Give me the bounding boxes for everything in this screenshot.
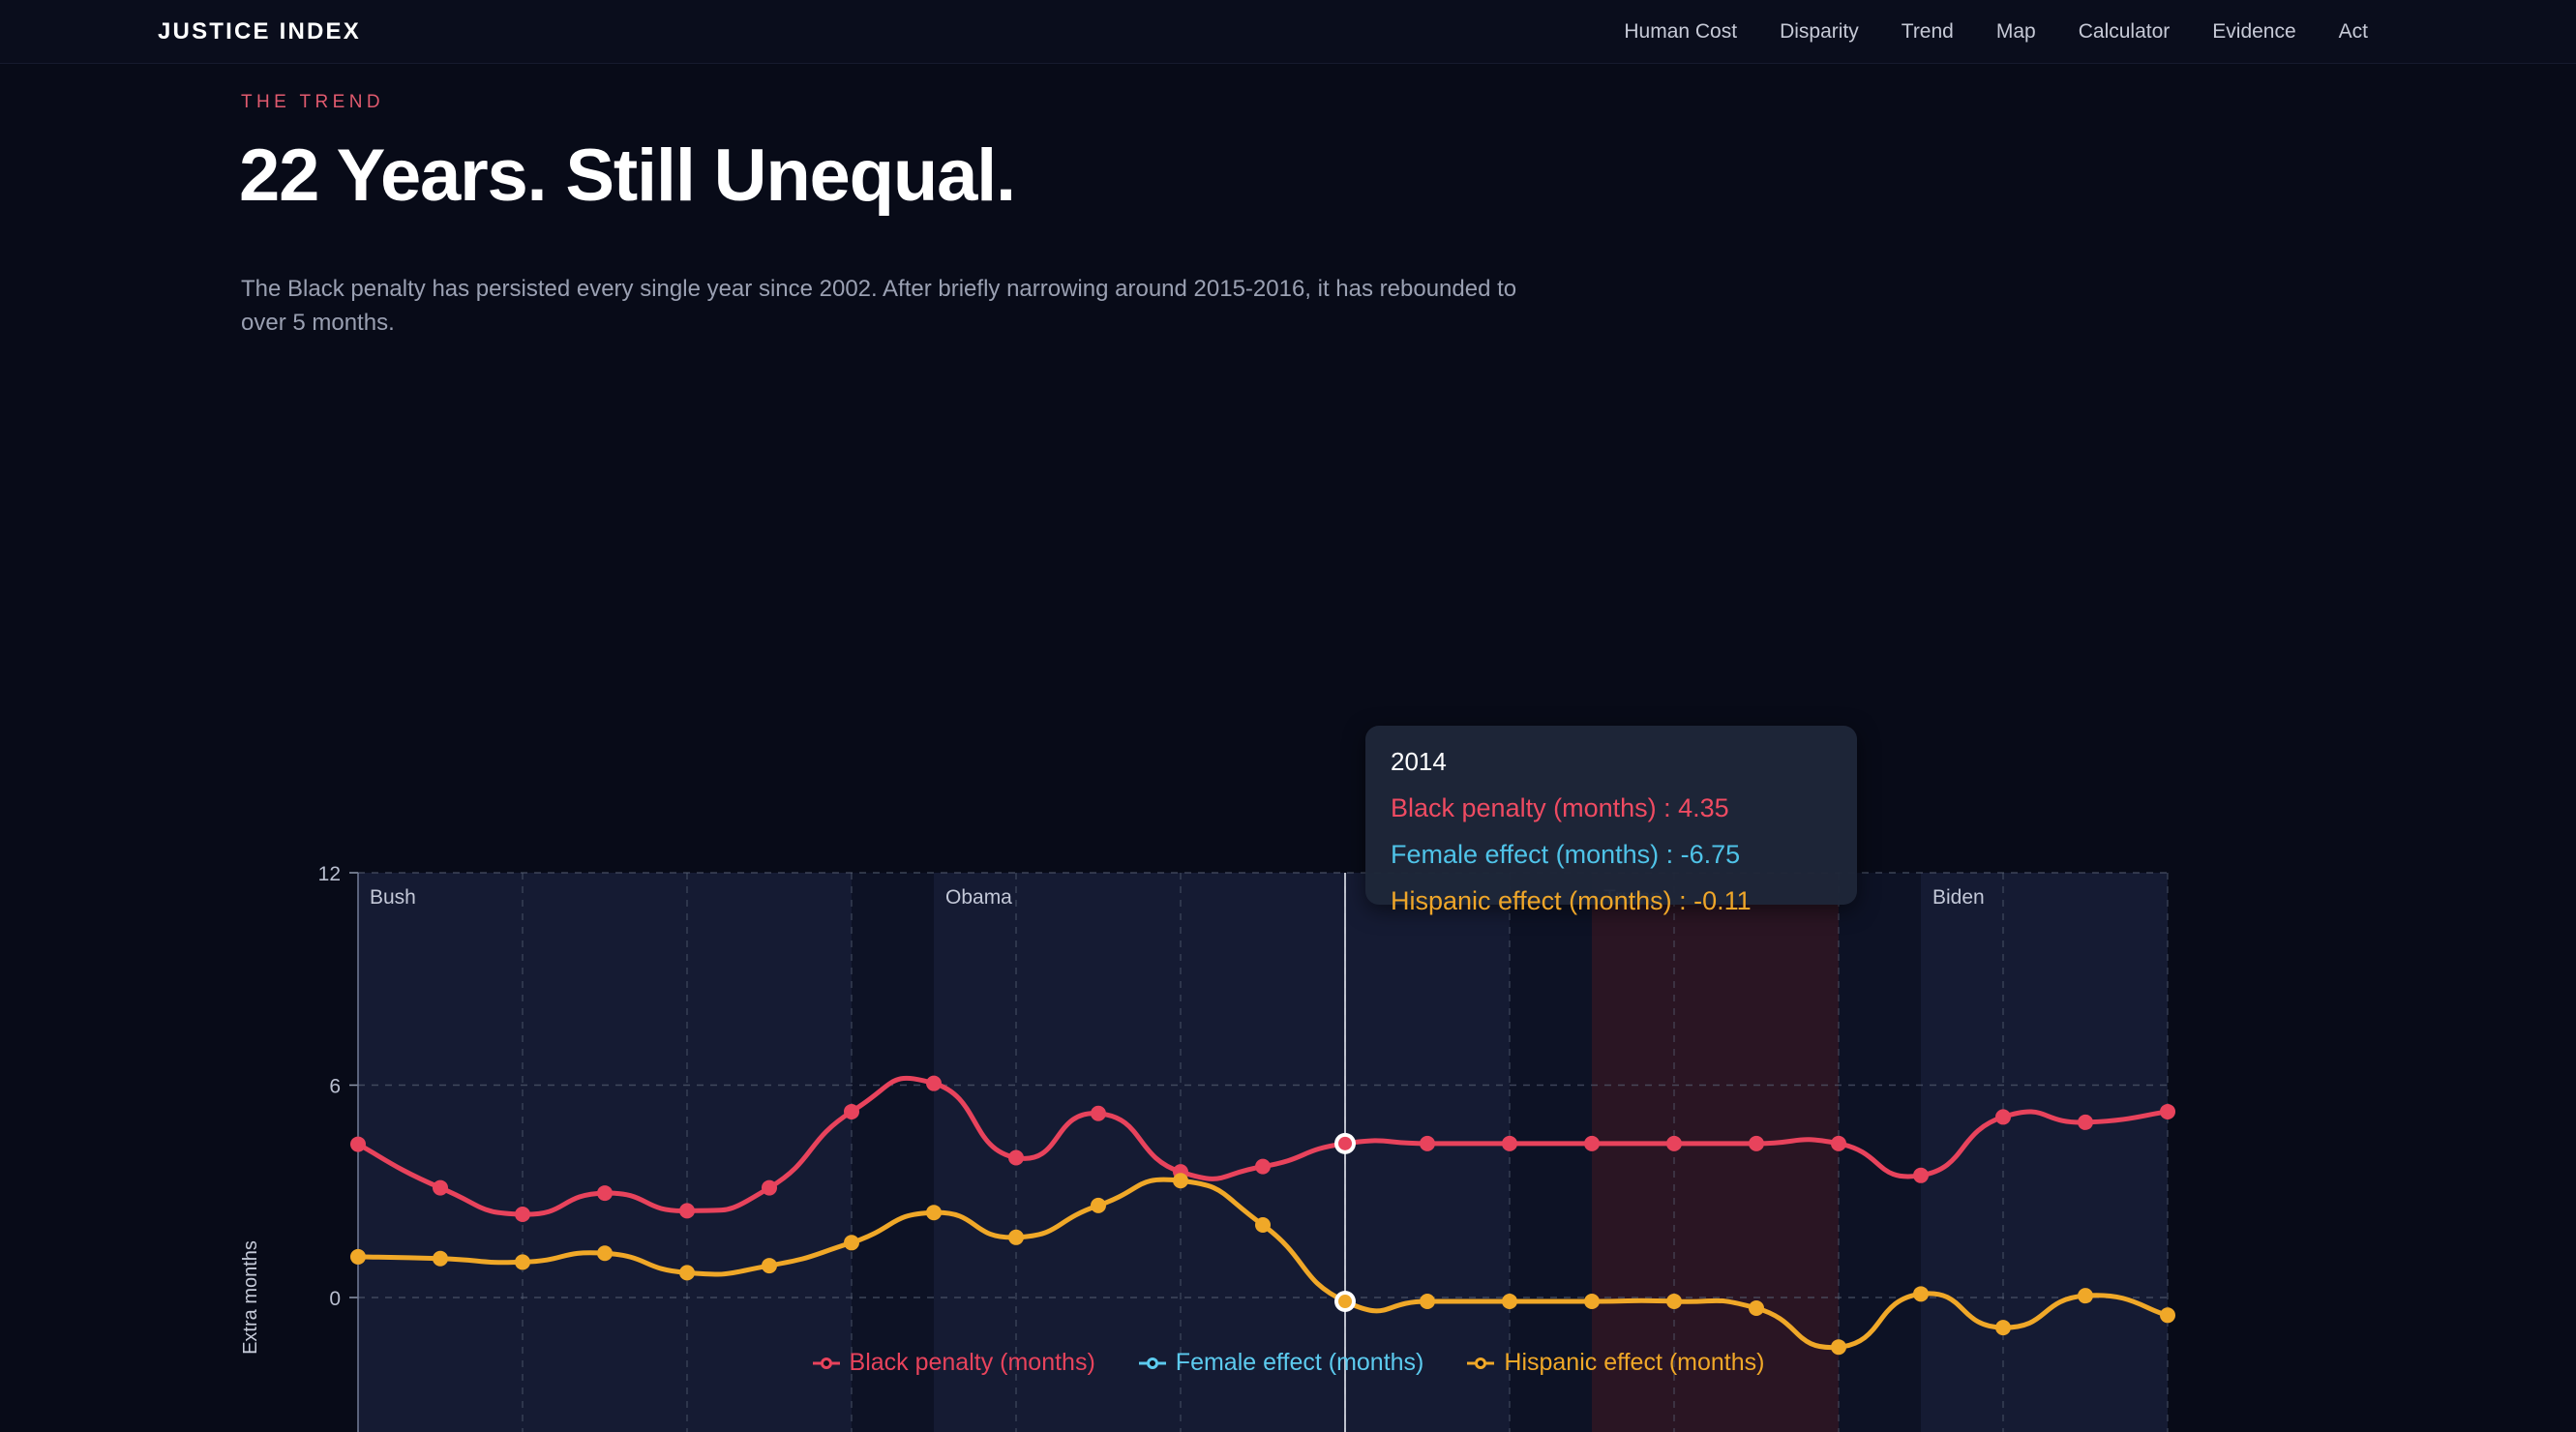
data-point-highlight	[1338, 1136, 1352, 1150]
y-axis-tick-12: 12	[318, 863, 341, 885]
data-point	[2078, 1114, 2093, 1130]
era-band-bush	[358, 873, 852, 1432]
legend-item-hispanic-effect[interactable]: Hispanic effect (months)	[1466, 1349, 1764, 1377]
era-band-obama	[934, 873, 1510, 1432]
data-point	[597, 1245, 613, 1262]
data-point	[844, 1103, 859, 1119]
data-point	[1995, 1320, 2011, 1336]
data-point	[433, 1179, 448, 1196]
nav-link-evidence[interactable]: Evidence	[2212, 19, 2296, 43]
site-brand-logo[interactable]: JUSTICE INDEX	[158, 17, 361, 45]
series-hispanic-effect-months	[350, 1173, 2175, 1356]
legend-label-female-effect: Female effect (months)	[1175, 1349, 1424, 1376]
data-point	[1666, 1294, 1682, 1310]
tooltip-row-female-effect: Female effect (months) : -6.75	[1391, 840, 1741, 869]
data-point	[1831, 1339, 1846, 1356]
line-chart-svg[interactable]: BushObamaTrumpBiden1260-6-12200220032004…	[0, 416, 2576, 1432]
data-point	[1008, 1229, 1024, 1245]
nav-links: Human Cost Disparity Trend Map Calculato…	[1624, 20, 2368, 44]
data-point	[1420, 1294, 1435, 1310]
data-point	[350, 1248, 366, 1265]
data-point	[1584, 1135, 1600, 1151]
data-point	[1091, 1105, 1106, 1121]
tooltip-year: 2014	[1391, 747, 1447, 776]
legend-label-black-penalty: Black penalty (months)	[849, 1349, 1095, 1376]
data-point	[350, 1136, 366, 1152]
data-point	[1008, 1149, 1024, 1166]
nav-link-map[interactable]: Map	[1995, 19, 2036, 43]
top-navigation-bar: JUSTICE INDEX Human Cost Disparity Trend…	[0, 0, 2576, 64]
data-point	[2078, 1288, 2093, 1304]
data-point	[679, 1203, 695, 1219]
data-point	[1584, 1294, 1600, 1310]
data-point	[1502, 1294, 1517, 1310]
data-point	[926, 1075, 942, 1091]
data-point	[1831, 1135, 1846, 1151]
y-axis-title: Extra months	[240, 1240, 261, 1355]
series-black-penalty-months	[350, 1075, 2175, 1223]
data-point	[515, 1254, 530, 1270]
legend-label-hispanic-effect: Hispanic effect (months)	[1504, 1349, 1765, 1376]
data-point	[1502, 1135, 1517, 1151]
data-point	[1995, 1109, 2011, 1125]
tooltip-row-hispanic-effect: Hispanic effect (months) : -0.11	[1391, 886, 1752, 915]
tooltip-row-black-penalty: Black penalty (months) : 4.35	[1391, 793, 1729, 822]
era-label-bush: Bush	[370, 886, 416, 909]
legend-item-black-penalty[interactable]: Black penalty (months)	[812, 1349, 1095, 1377]
trend-chart[interactable]: BushObamaTrumpBiden1260-6-12200220032004…	[0, 416, 2576, 1432]
legend-item-female-effect[interactable]: Female effect (months)	[1138, 1349, 1424, 1377]
nav-link-calculator[interactable]: Calculator	[2078, 19, 2171, 43]
data-point	[1666, 1135, 1682, 1151]
data-point	[1913, 1167, 1929, 1183]
nav-link-trend[interactable]: Trend	[1901, 19, 1954, 43]
series-line	[355, 1177, 2171, 1351]
section-eyebrow: THE TREND	[241, 92, 384, 112]
y-axis-tick-0: 0	[329, 1288, 341, 1310]
era-band-trump	[1592, 873, 1839, 1432]
page-subtitle: The Black penalty has persisted every si…	[241, 276, 1517, 336]
data-point	[2160, 1103, 2175, 1119]
data-point	[433, 1250, 448, 1267]
y-axis-tick-6: 6	[329, 1076, 341, 1098]
data-point	[1173, 1173, 1188, 1189]
era-label-biden: Biden	[1932, 886, 1985, 909]
data-point	[1420, 1135, 1435, 1151]
data-point	[679, 1265, 695, 1281]
page-title: 22 Years. Still Unequal.	[239, 134, 1016, 217]
nav-link-human-cost[interactable]: Human Cost	[1624, 19, 1738, 43]
data-point	[1749, 1135, 1764, 1151]
data-point	[926, 1205, 942, 1221]
data-point	[762, 1258, 777, 1274]
nav-link-disparity[interactable]: Disparity	[1780, 19, 1859, 43]
nav-link-act[interactable]: Act	[2338, 19, 2368, 43]
era-label-obama: Obama	[945, 886, 1012, 909]
chart-tooltip: 2014 Black penalty (months) : 4.35 Femal…	[1365, 726, 1857, 915]
data-point	[597, 1185, 613, 1202]
data-point	[1255, 1217, 1271, 1234]
legend-marker-dashed-icon	[1138, 1357, 1166, 1369]
data-point-highlight	[1338, 1295, 1352, 1309]
data-point	[2160, 1307, 2175, 1324]
series-line	[355, 1075, 2171, 1217]
data-point	[762, 1179, 777, 1196]
data-point	[1913, 1286, 1929, 1302]
data-point	[515, 1207, 530, 1223]
data-point	[1091, 1197, 1106, 1213]
data-point	[844, 1235, 859, 1251]
data-point	[1255, 1158, 1271, 1175]
legend-marker-hispanic-icon	[1467, 1357, 1495, 1369]
data-point	[1749, 1299, 1764, 1316]
chart-legend: Black penalty (months) Female effect (mo…	[0, 1349, 2576, 1377]
legend-marker-solid-icon	[812, 1357, 840, 1369]
